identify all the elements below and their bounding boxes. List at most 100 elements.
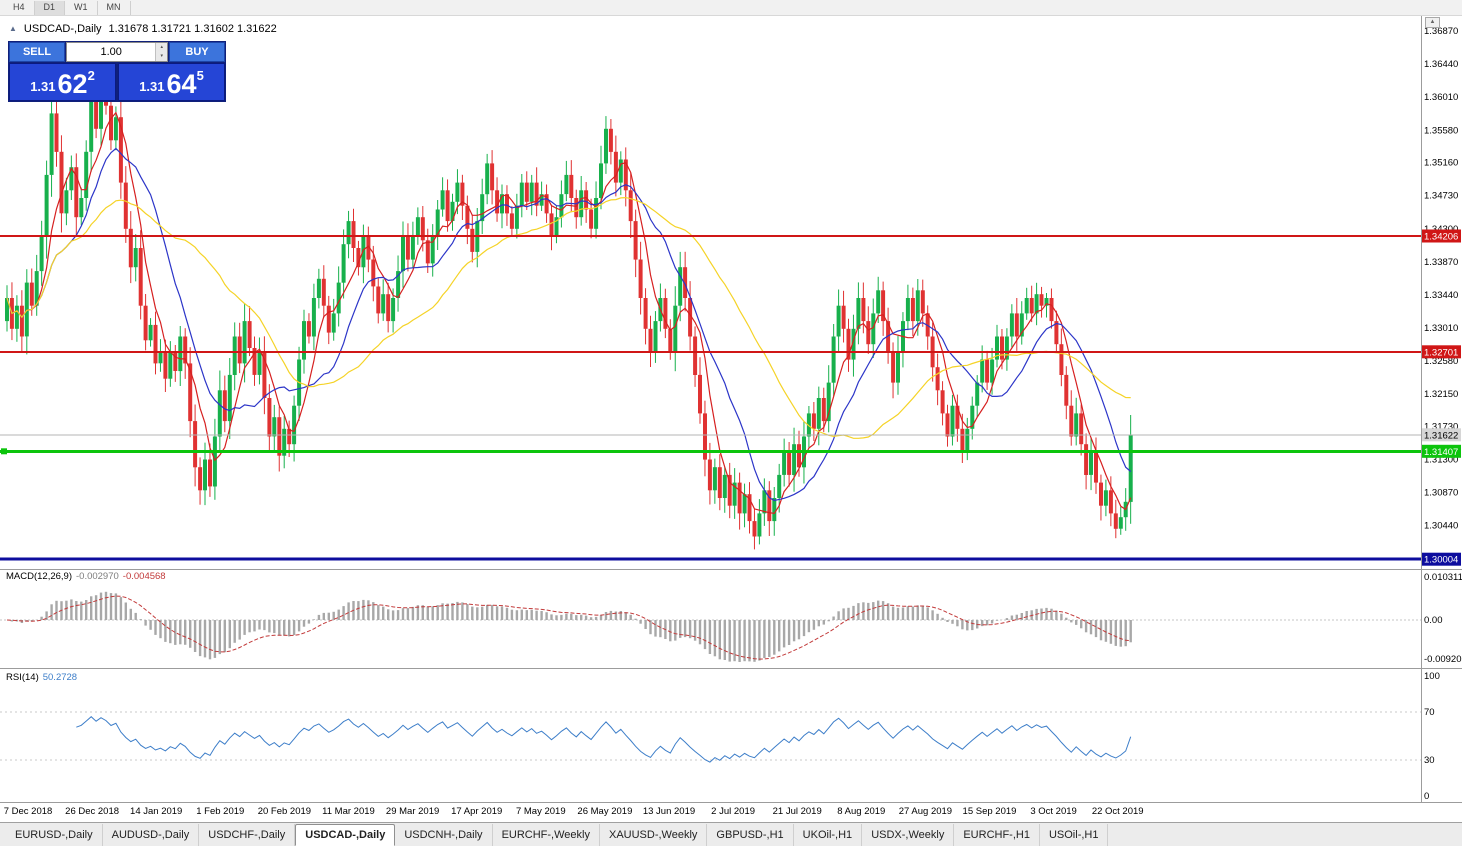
sell-price-big: 62 xyxy=(57,69,88,100)
svg-text:0.00: 0.00 xyxy=(1424,615,1443,626)
svg-text:1.33010: 1.33010 xyxy=(1424,323,1458,334)
candles xyxy=(5,75,1133,550)
rsi-value: 50.2728 xyxy=(42,672,78,683)
sell-price-sup: 2 xyxy=(87,68,95,83)
chart-scroll-up-icon[interactable]: ▲ xyxy=(1425,17,1440,28)
tab-audusd-daily[interactable]: AUDUSD-,Daily xyxy=(103,824,200,846)
period-toolbar: H4 D1 W1 MN xyxy=(0,0,1462,16)
svg-text:8 Aug 2019: 8 Aug 2019 xyxy=(837,806,885,817)
svg-text:1.30870: 1.30870 xyxy=(1424,488,1458,499)
svg-text:11 Mar 2019: 11 Mar 2019 xyxy=(322,806,375,817)
svg-text:1.36440: 1.36440 xyxy=(1424,59,1458,70)
svg-text:1 Feb 2019: 1 Feb 2019 xyxy=(196,806,244,817)
volume-down-icon[interactable]: ▾ xyxy=(156,52,167,61)
svg-text:1.35160: 1.35160 xyxy=(1424,158,1458,169)
svg-text:14 Jan 2019: 14 Jan 2019 xyxy=(130,806,182,817)
ma-line-6 xyxy=(6,111,1132,515)
volume-up-icon[interactable]: ▴ xyxy=(156,43,167,52)
tab-gbpusd-h1[interactable]: GBPUSD-,H1 xyxy=(707,824,794,846)
tab-eurchf-h1[interactable]: EURCHF-,H1 xyxy=(954,824,1040,846)
chart-canvas[interactable]: 1.36870 1.36440 1.36010 1.35580 1.35160 1.347… xyxy=(0,16,1462,822)
volume-input[interactable] xyxy=(67,43,156,61)
timeframe-w1-button[interactable]: W1 xyxy=(65,0,98,15)
svg-text:1.36870: 1.36870 xyxy=(1424,26,1458,37)
svg-text:0.010311: 0.010311 xyxy=(1424,572,1462,583)
sell-button[interactable]: SELL xyxy=(9,42,65,62)
svg-text:1.31730: 1.31730 xyxy=(1424,421,1458,432)
svg-text:27 Aug 2019: 27 Aug 2019 xyxy=(899,806,952,817)
chart-title: ▲ USDCAD-,Daily 1.31678 1.31721 1.31602 … xyxy=(9,23,277,35)
svg-text:21 Jul 2019: 21 Jul 2019 xyxy=(773,806,822,817)
rsi-name: RSI(14) xyxy=(6,672,39,683)
moving-average-lines xyxy=(6,111,1132,515)
svg-text:30: 30 xyxy=(1424,755,1435,766)
symbol-tabs-bar: EURUSD-,Daily AUDUSD-,Daily USDCHF-,Dail… xyxy=(0,822,1462,846)
rsi-pane xyxy=(0,711,1421,763)
buy-price-sup: 5 xyxy=(196,68,204,83)
svg-text:1.30004: 1.30004 xyxy=(1424,555,1458,566)
sell-price-base: 1.31 xyxy=(30,79,56,94)
timeframe-h4-button[interactable]: H4 xyxy=(4,0,35,15)
sell-price-display[interactable]: 1.31 62 2 xyxy=(9,63,116,101)
date-axis: 7 Dec 2018 26 Dec 2018 14 Jan 2019 1 Feb 20… xyxy=(4,806,1144,817)
svg-text:1.31622: 1.31622 xyxy=(1424,430,1458,441)
horizontal-level-lines xyxy=(0,235,1421,561)
svg-text:1.31407: 1.31407 xyxy=(1424,447,1458,458)
macd-name: MACD(12,26,9) xyxy=(6,571,72,582)
volume-control: ▴ ▾ xyxy=(66,42,168,62)
rsi-indicator-label: RSI(14) 50.2728 xyxy=(6,672,77,683)
buy-price-base: 1.31 xyxy=(139,79,165,94)
volume-spinner: ▴ ▾ xyxy=(155,43,167,61)
svg-text:1.34300: 1.34300 xyxy=(1424,224,1458,235)
svg-text:1.32150: 1.32150 xyxy=(1424,389,1458,400)
panel-separators xyxy=(0,16,1462,803)
tab-usdchf-daily[interactable]: USDCHF-,Daily xyxy=(199,824,296,846)
buy-price-big: 64 xyxy=(166,69,197,100)
svg-text:1.34206: 1.34206 xyxy=(1424,232,1458,243)
svg-text:1.32580: 1.32580 xyxy=(1424,356,1458,367)
rsi-line xyxy=(76,716,1132,763)
svg-text:1.36010: 1.36010 xyxy=(1424,92,1458,103)
svg-text:13 Jun 2019: 13 Jun 2019 xyxy=(643,806,695,817)
buy-price-display[interactable]: 1.31 64 5 xyxy=(118,63,225,101)
svg-text:1.33440: 1.33440 xyxy=(1424,290,1458,301)
one-click-collapse-icon[interactable]: ▲ xyxy=(9,24,17,33)
timeframe-d1-button[interactable]: D1 xyxy=(34,0,66,15)
timeframe-mn-button[interactable]: MN xyxy=(98,0,131,15)
svg-text:100: 100 xyxy=(1424,671,1440,682)
svg-text:1.34730: 1.34730 xyxy=(1424,191,1458,202)
macd-signal-line xyxy=(6,595,1131,660)
buy-button[interactable]: BUY xyxy=(169,42,225,62)
svg-text:26 May 2019: 26 May 2019 xyxy=(577,806,632,817)
tab-usdx-weekly[interactable]: USDX-,Weekly xyxy=(862,824,955,846)
svg-text:-0.009203: -0.009203 xyxy=(1424,654,1462,665)
ma-line-35 xyxy=(6,196,1131,439)
tab-usdcad-daily[interactable]: USDCAD-,Daily xyxy=(295,824,396,846)
svg-text:1.31300: 1.31300 xyxy=(1424,455,1458,466)
svg-text:1.32701: 1.32701 xyxy=(1424,347,1458,358)
ma-line-14 xyxy=(6,147,1132,502)
svg-text:1.33870: 1.33870 xyxy=(1424,257,1458,268)
tab-eurchf-weekly[interactable]: EURCHF-,Weekly xyxy=(493,824,600,846)
svg-text:70: 70 xyxy=(1424,707,1435,718)
svg-text:17 Apr 2019: 17 Apr 2019 xyxy=(451,806,502,817)
chart-symbol-label: USDCAD-,Daily xyxy=(23,23,102,35)
tab-xauusd-weekly[interactable]: XAUUSD-,Weekly xyxy=(600,824,708,846)
svg-text:0: 0 xyxy=(1424,791,1429,802)
macd-main-value: -0.002970 xyxy=(76,571,119,582)
svg-text:3 Oct 2019: 3 Oct 2019 xyxy=(1030,806,1076,817)
price-axis: 1.36870 1.36440 1.36010 1.35580 1.35160 1.347… xyxy=(1422,26,1462,802)
tab-eurusd-daily[interactable]: EURUSD-,Daily xyxy=(6,824,103,846)
tab-ukoil-h1[interactable]: UKOil-,H1 xyxy=(794,824,863,846)
svg-text:15 Sep 2019: 15 Sep 2019 xyxy=(963,806,1017,817)
svg-text:29 Mar 2019: 29 Mar 2019 xyxy=(386,806,439,817)
svg-text:7 Dec 2018: 7 Dec 2018 xyxy=(4,806,53,817)
tab-usoil-h1[interactable]: USOil-,H1 xyxy=(1040,824,1109,846)
macd-signal-value: -0.004568 xyxy=(122,571,166,582)
svg-text:26 Dec 2018: 26 Dec 2018 xyxy=(65,806,119,817)
macd-pane xyxy=(0,591,1421,662)
tab-usdcnh-daily[interactable]: USDCNH-,Daily xyxy=(395,824,493,846)
chart-ohlc-values: 1.31678 1.31721 1.31602 1.31622 xyxy=(108,23,277,35)
svg-text:7 May 2019: 7 May 2019 xyxy=(516,806,566,817)
